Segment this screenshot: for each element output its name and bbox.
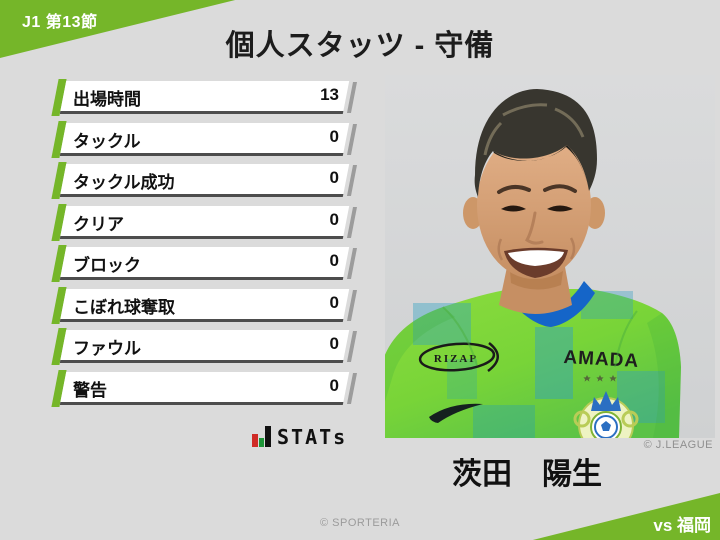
stat-value: 13 [320, 85, 339, 104]
bar-red [252, 434, 258, 447]
stat-label: タックル成功 [73, 173, 175, 192]
bar-black [265, 426, 271, 447]
stat-value: 0 [329, 251, 339, 270]
stat-label: ブロック [73, 256, 141, 275]
bar-green [259, 438, 264, 447]
stat-value: 0 [329, 334, 339, 353]
stat-row: ファウル 0 [51, 328, 358, 365]
jersey-collar [505, 281, 595, 327]
round-badge-label: J1 第13節 [22, 14, 98, 31]
player-photo-illustration: RIZAP AMADA [381, 75, 715, 453]
right-crease [569, 237, 576, 260]
left-crease [497, 238, 504, 261]
stats-brand-logo: STATs [252, 426, 347, 447]
stat-row: クリア 0 [51, 203, 358, 241]
stat-value: 0 [329, 375, 339, 395]
amada-logo-text: AMADA [563, 347, 640, 372]
stat-row: こぼれ球奪取 0 [51, 286, 358, 324]
row-slash-decoration [346, 289, 358, 321]
rizap-text: RIZAP [434, 353, 478, 365]
opponent-badge-label: vs 福岡 [653, 516, 711, 535]
neck-shadow [510, 271, 563, 290]
stats-list: 出場時間 13 タックル 0 タックル成功 0 クリア 0 [51, 79, 358, 413]
opponent-badge: vs 福岡 [532, 493, 720, 540]
row-slash-decoration [346, 206, 358, 238]
swoosh-icon [429, 403, 483, 423]
row-slash-decoration [346, 165, 358, 196]
page-title: 個人スタッツ - 守備 [225, 30, 495, 62]
stat-label: 出場時間 [73, 90, 141, 109]
bar-chart-icon [252, 426, 271, 447]
teeth [508, 250, 564, 266]
photo-credit: © J.LEAGUE [643, 439, 713, 451]
stat-row: タックル 0 [51, 120, 358, 158]
right-eye [547, 205, 573, 212]
nose [525, 211, 544, 245]
stat-label: ファウル [73, 339, 141, 358]
rizap-logo: RIZAP [418, 342, 499, 373]
row-slash-decoration [346, 372, 358, 404]
hair-highlights [483, 103, 585, 156]
stat-row: 出場時間 13 [51, 79, 358, 116]
stat-row: タックル成功 0 [51, 162, 358, 199]
player-name: 茨田 陽生 [452, 458, 602, 491]
left-brow [497, 185, 531, 194]
stat-row: 警告 0 [51, 369, 358, 407]
row-slash-decoration [346, 82, 358, 113]
right-brow [543, 184, 577, 193]
stat-value: 0 [329, 168, 339, 187]
player-photo: RIZAP AMADA [381, 75, 715, 453]
stat-value: 0 [329, 292, 339, 312]
stat-label: クリア [73, 214, 124, 234]
row-slash-decoration [346, 123, 358, 155]
stat-value: 0 [329, 126, 339, 146]
stat-label: タックル [73, 131, 141, 151]
row-slash-decoration [346, 248, 358, 279]
stat-label: 警告 [73, 380, 107, 400]
site-credit: © SPORTERIA [319, 517, 401, 529]
stars-decoration [583, 375, 617, 382]
stats-wordmark: STATs [277, 425, 348, 449]
stat-value: 0 [329, 209, 339, 229]
jersey-seams [442, 306, 638, 368]
stat-label: こぼれ球奪取 [73, 297, 175, 317]
player-face [463, 89, 605, 279]
row-slash-decoration [346, 331, 358, 362]
left-eye [501, 205, 526, 212]
stat-row: ブロック 0 [51, 245, 358, 282]
